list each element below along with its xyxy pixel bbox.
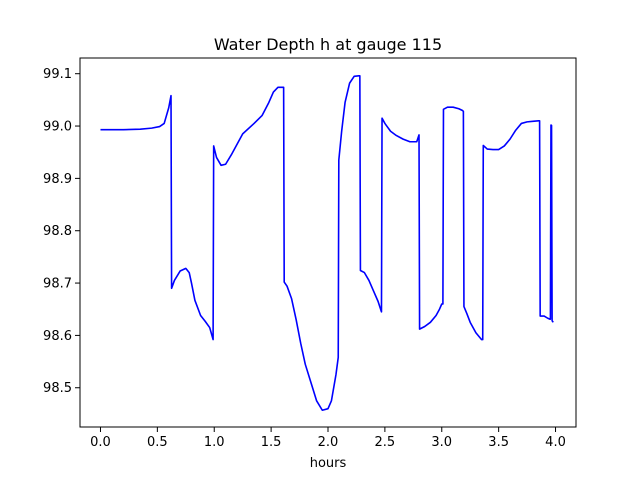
plot-area (80, 58, 576, 427)
x-tick-label: 3.0 (431, 435, 452, 450)
y-tick-label: 98.7 (43, 277, 72, 292)
y-tick-label: 98.9 (43, 172, 72, 187)
y-tick-label: 99.1 (43, 67, 72, 82)
y-axis-ticks: 98.5 98.6 98.7 98.8 98.9 99.0 99.1 (43, 67, 80, 396)
x-axis-ticks: 0.0 0.5 1.0 1.5 2.0 2.5 3.0 3.5 4.0 (90, 427, 566, 450)
x-tick-label: 3.5 (488, 435, 509, 450)
x-tick-label: 1.5 (261, 435, 282, 450)
y-tick-label: 98.6 (43, 329, 72, 344)
water-depth-series-line (100, 75, 554, 412)
x-axis-label: hours (310, 456, 347, 471)
x-tick-label: 2.5 (375, 435, 396, 450)
x-tick-label: 0.5 (147, 435, 168, 450)
x-tick-label: 1.0 (204, 435, 225, 450)
x-tick-label: 4.0 (545, 435, 566, 450)
y-tick-label: 99.0 (43, 120, 72, 135)
y-tick-label: 98.5 (43, 381, 72, 396)
y-tick-label: 98.8 (43, 224, 72, 239)
x-tick-label: 2.0 (318, 435, 339, 450)
x-tick-label: 0.0 (90, 435, 111, 450)
chart-title: Water Depth h at gauge 115 (214, 35, 442, 54)
